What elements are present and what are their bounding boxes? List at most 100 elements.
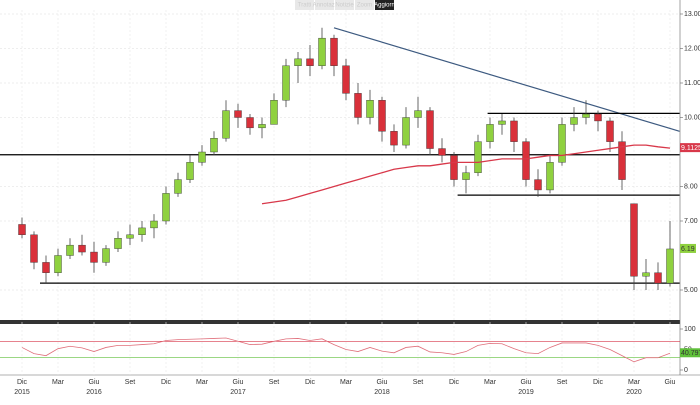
candle-body xyxy=(294,58,302,66)
candle-body xyxy=(570,117,578,125)
x-tick-label: Mar xyxy=(484,379,497,386)
x-tick-label: Giu xyxy=(377,379,388,386)
candle-body xyxy=(198,151,206,163)
ma-value-label: 9.1125 xyxy=(681,145,700,152)
candle-body xyxy=(30,234,38,263)
candle-body xyxy=(342,65,350,94)
y-tick-label: 10.00 xyxy=(684,114,700,121)
candle-body xyxy=(54,255,62,273)
x-tick-label: Giu xyxy=(233,379,244,386)
candle-body xyxy=(150,220,158,229)
year-label: 2020 xyxy=(626,389,642,396)
candle-body xyxy=(426,110,434,149)
toolbar-button-label[interactable]: Tratti xyxy=(298,3,311,9)
candle-body xyxy=(522,141,530,180)
candle-body xyxy=(390,131,398,146)
toolbar-button[interactable] xyxy=(335,0,354,10)
close-value-label: 6.19 xyxy=(681,246,695,253)
candle-body xyxy=(90,251,98,263)
close-value-box xyxy=(680,243,696,253)
y-tick-label: 12.00 xyxy=(684,45,700,52)
y-tick-label: 5.00 xyxy=(684,287,698,294)
x-tick-label: Mar xyxy=(628,379,641,386)
candle-body xyxy=(486,124,494,142)
x-tick-label: Mar xyxy=(196,379,209,386)
candle-body xyxy=(234,110,242,118)
candle-body xyxy=(318,37,326,66)
candle-body xyxy=(510,120,518,142)
candle-body xyxy=(558,124,566,163)
candle-body xyxy=(270,100,278,125)
year-label: 2016 xyxy=(86,389,102,396)
candle-body xyxy=(354,93,362,118)
x-tick-label: Dic xyxy=(449,379,460,386)
candle-body xyxy=(18,224,26,235)
candle-body xyxy=(210,137,218,153)
candle-body xyxy=(162,193,170,222)
rsi-value-label: 40.7971 xyxy=(681,350,700,357)
candle-body xyxy=(642,272,650,277)
toolbar: Tratti Annotaz.Notizie Zoom Aggiorn xyxy=(295,0,395,10)
candle-body xyxy=(306,58,314,66)
candle-body xyxy=(594,113,602,122)
year-label: 2018 xyxy=(374,389,390,396)
rsi-tick-label: 100 xyxy=(684,326,696,333)
candle-body xyxy=(114,238,122,249)
toolbar-button[interactable] xyxy=(315,0,334,10)
x-tick-label: Giu xyxy=(665,379,676,386)
x-tick-label: Giu xyxy=(89,379,100,386)
candle-body xyxy=(618,141,626,180)
y-tick-label: 7.00 xyxy=(684,218,698,225)
pane-separator xyxy=(0,320,680,324)
candle-body xyxy=(402,117,410,146)
candle-body xyxy=(498,120,506,125)
x-tick-label: Mar xyxy=(340,379,353,386)
candle-body xyxy=(474,141,482,173)
toolbar-button-label[interactable]: Annotaz. xyxy=(313,3,337,9)
toolbar-button-label[interactable]: Notizie xyxy=(335,3,354,9)
candle-body xyxy=(366,100,374,118)
x-tick-label: Set xyxy=(269,379,280,386)
x-tick-label: Dic xyxy=(305,379,316,386)
candle-body xyxy=(438,148,446,156)
candle-body xyxy=(174,179,182,194)
ma-value-box xyxy=(680,143,700,153)
candle-body xyxy=(330,37,338,66)
candle-body xyxy=(606,120,614,142)
candle-body xyxy=(186,162,194,180)
y-tick-label: 8.00 xyxy=(684,183,698,190)
y-tick-label: 13.00 xyxy=(684,11,700,18)
x-tick-label: Dic xyxy=(161,379,172,386)
toolbar-button-label[interactable]: Zoom xyxy=(357,3,372,9)
x-tick-label: Set xyxy=(125,379,136,386)
candle-body xyxy=(42,262,50,273)
candle-body xyxy=(546,162,554,191)
candle-body xyxy=(246,117,254,129)
x-tick-label: Mar xyxy=(52,379,65,386)
toolbar-button-label[interactable]: Aggiorn xyxy=(374,3,395,9)
candle-body xyxy=(138,227,146,235)
year-label: 2015 xyxy=(14,389,30,396)
toolbar-button[interactable] xyxy=(355,0,374,10)
candle-body xyxy=(630,203,638,277)
candle-body xyxy=(378,100,386,132)
candle-body xyxy=(450,155,458,180)
candle-body xyxy=(414,110,422,118)
candle-body xyxy=(462,172,470,180)
candle-body xyxy=(654,272,662,284)
candle-body xyxy=(66,244,74,256)
toolbar-button[interactable] xyxy=(375,0,394,10)
candle-body xyxy=(222,110,230,139)
candle-body xyxy=(258,124,266,129)
annotation-line xyxy=(333,27,680,132)
toolbar-button[interactable] xyxy=(295,0,314,10)
candle-body xyxy=(534,179,542,191)
y-tick-label: 11.00 xyxy=(684,80,700,87)
candle-body xyxy=(666,248,674,284)
rsi-tick-label: 0 xyxy=(684,367,688,374)
rsi-value-box xyxy=(680,348,700,358)
x-tick-label: Dic xyxy=(593,379,604,386)
candle-body xyxy=(126,234,134,239)
candle-body xyxy=(582,113,590,118)
x-tick-label: Giu xyxy=(521,379,532,386)
